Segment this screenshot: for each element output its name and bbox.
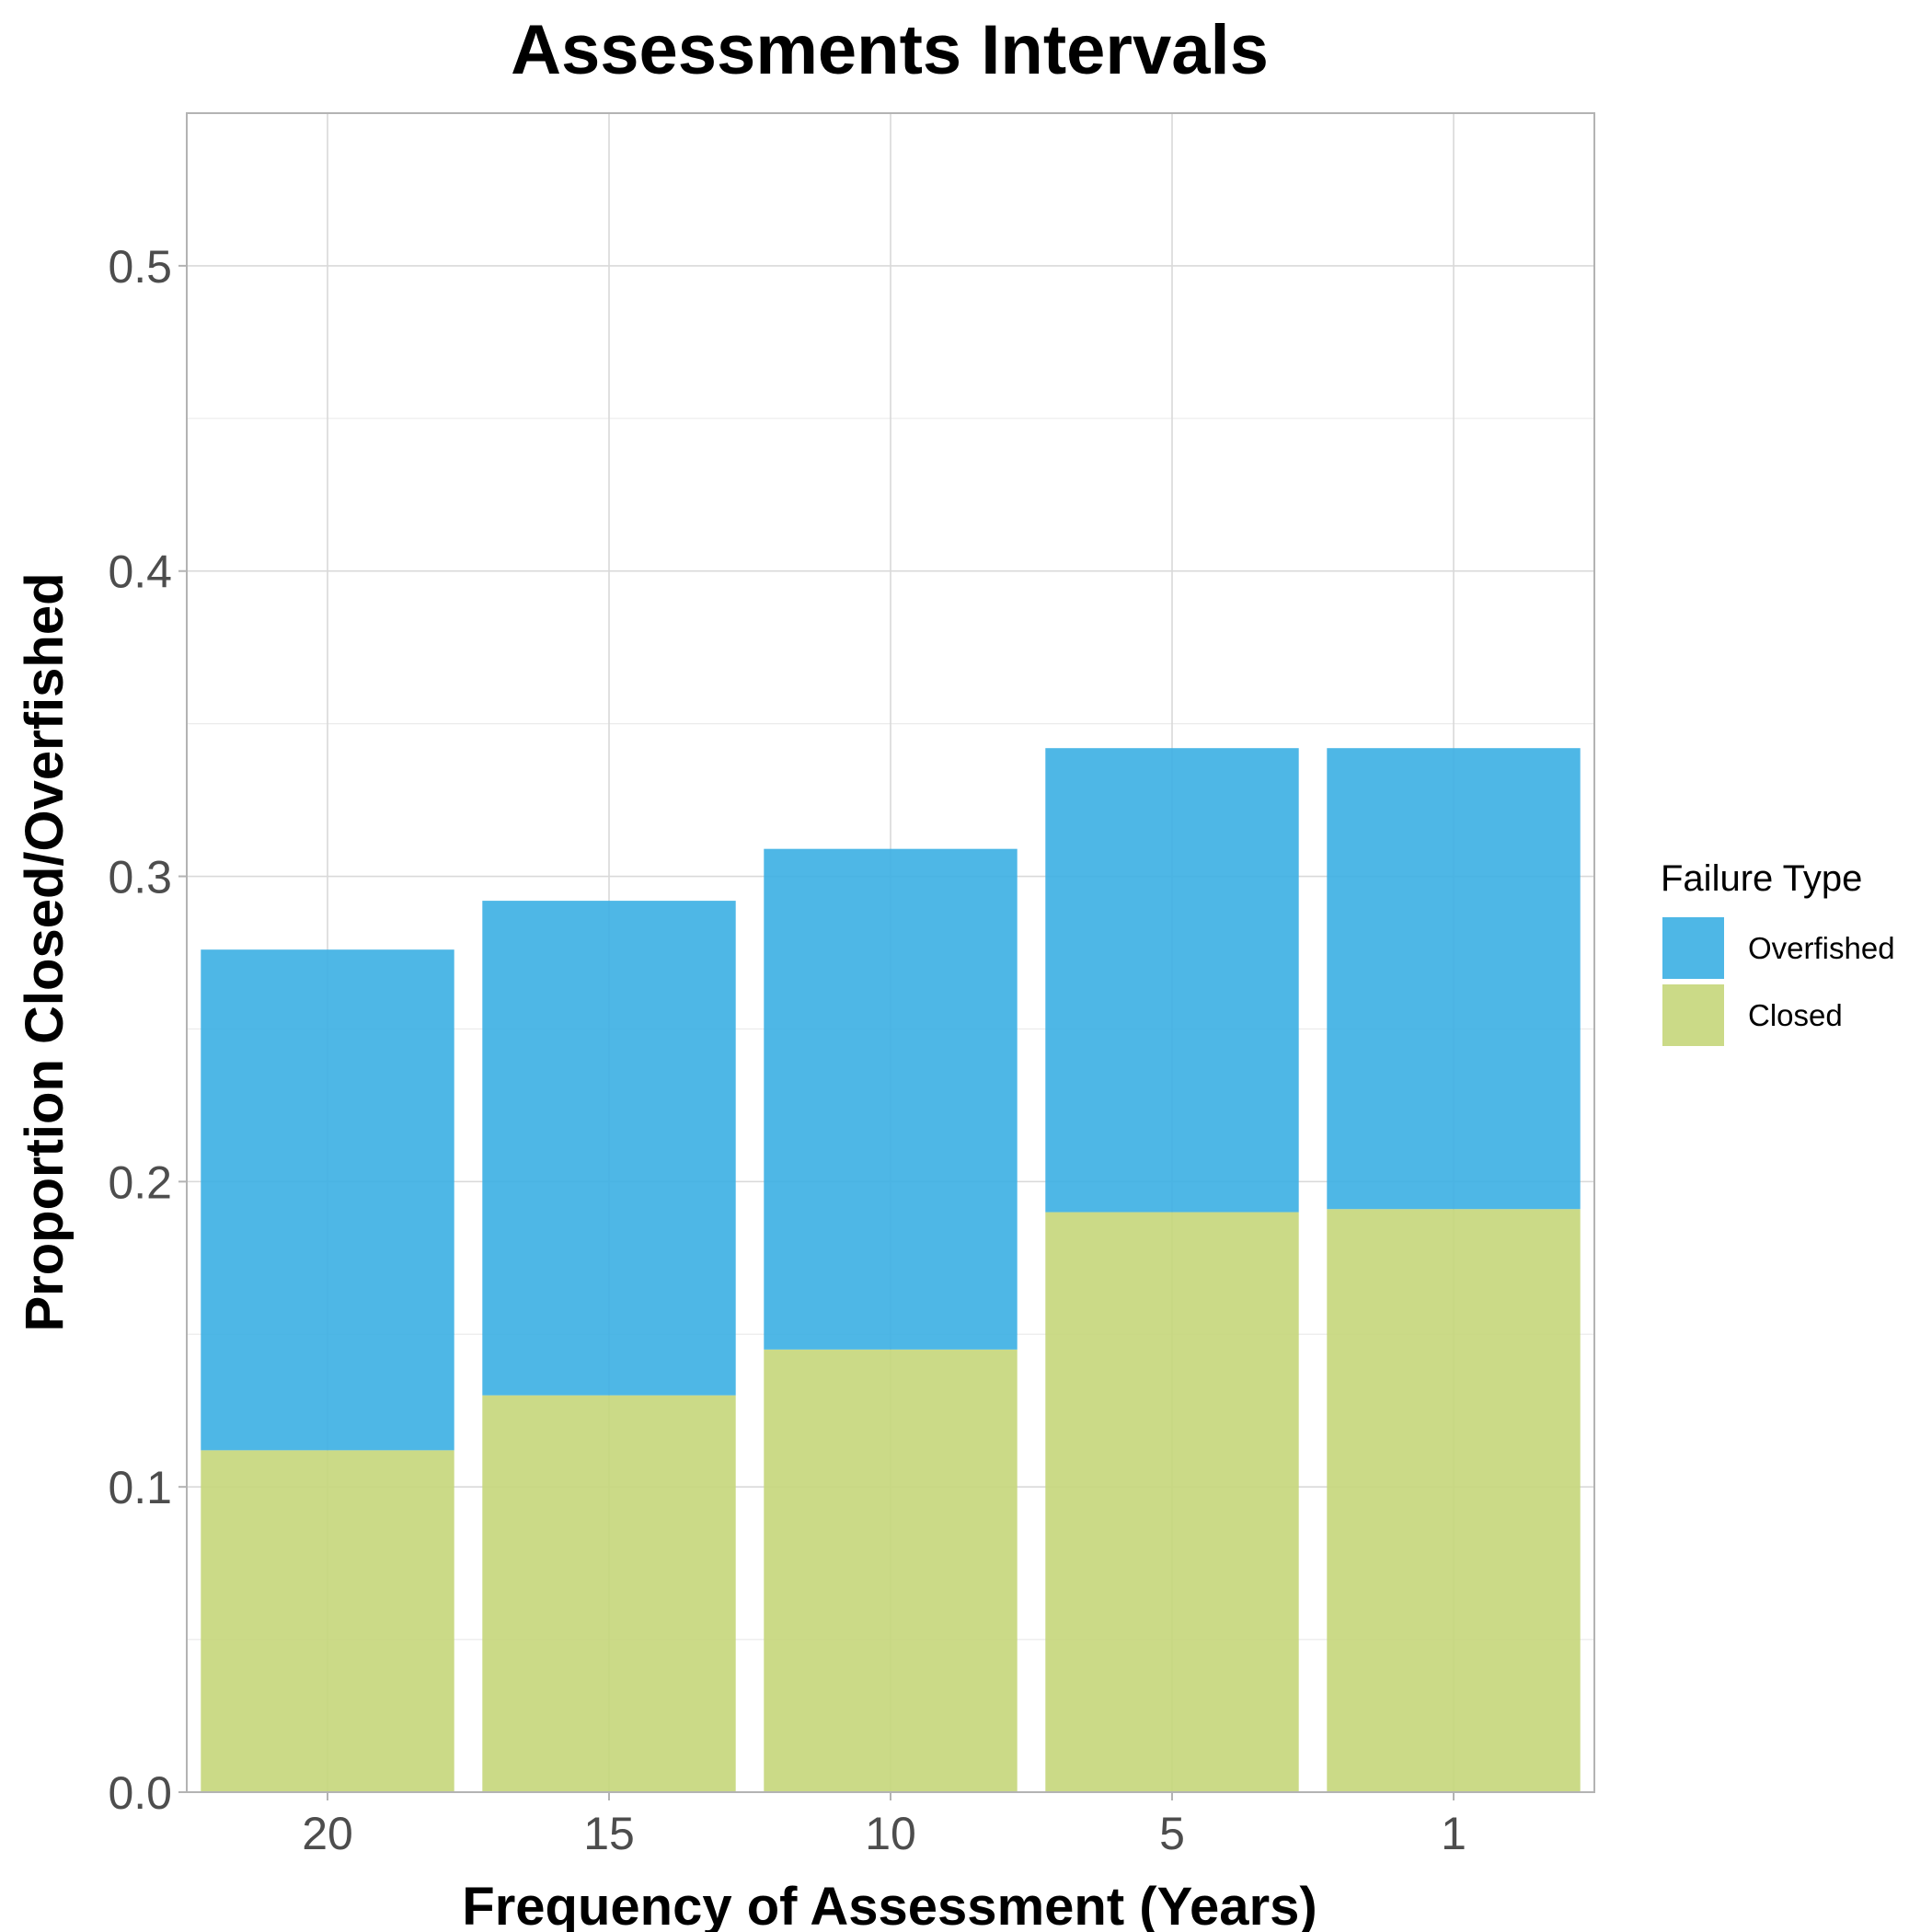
bar-overfished-1 (1327, 748, 1581, 1210)
bar-closed-20 (201, 1450, 454, 1792)
x-axis-ticks: 20 15 10 5 1 (302, 1792, 1466, 1859)
bars (201, 748, 1581, 1792)
bar-closed-5 (1045, 1212, 1299, 1792)
y-tick-label: 0.3 (108, 852, 172, 903)
x-tick-label: 15 (583, 1808, 635, 1859)
chart-title: Assessments Intervals (511, 11, 1269, 89)
x-tick-label: 1 (1441, 1808, 1466, 1859)
y-tick-label: 0.1 (108, 1462, 172, 1513)
legend-key-overfished (1662, 917, 1724, 979)
y-tick-label: 0.0 (108, 1767, 172, 1819)
y-tick-label: 0.5 (108, 241, 172, 293)
x-tick-label: 20 (302, 1808, 353, 1859)
legend-label-closed: Closed (1748, 998, 1843, 1032)
x-axis-title: Frequency of Assessment (Years) (462, 1877, 1317, 1932)
bar-overfished-15 (482, 901, 736, 1396)
bar-closed-15 (482, 1395, 736, 1792)
y-axis-title: Proportion Closed/Overfished (15, 573, 75, 1332)
bar-overfished-20 (201, 949, 454, 1451)
y-tick-label: 0.4 (108, 546, 172, 598)
bar-overfished-5 (1045, 748, 1299, 1213)
legend: Failure Type Overfished Closed (1661, 858, 1895, 1046)
x-tick-label: 5 (1159, 1808, 1185, 1859)
bar-closed-10 (764, 1349, 1018, 1792)
y-axis-ticks: 0.0 0.1 0.2 0.3 0.4 0.5 (108, 241, 187, 1819)
legend-label-overfished: Overfished (1748, 931, 1895, 965)
bar-overfished-10 (764, 848, 1018, 1350)
legend-title: Failure Type (1661, 858, 1862, 899)
bar-closed-1 (1327, 1209, 1581, 1792)
legend-items: Overfished Closed (1662, 917, 1895, 1046)
y-tick-label: 0.2 (108, 1156, 172, 1208)
x-tick-label: 10 (865, 1808, 916, 1859)
legend-key-closed (1662, 984, 1724, 1046)
